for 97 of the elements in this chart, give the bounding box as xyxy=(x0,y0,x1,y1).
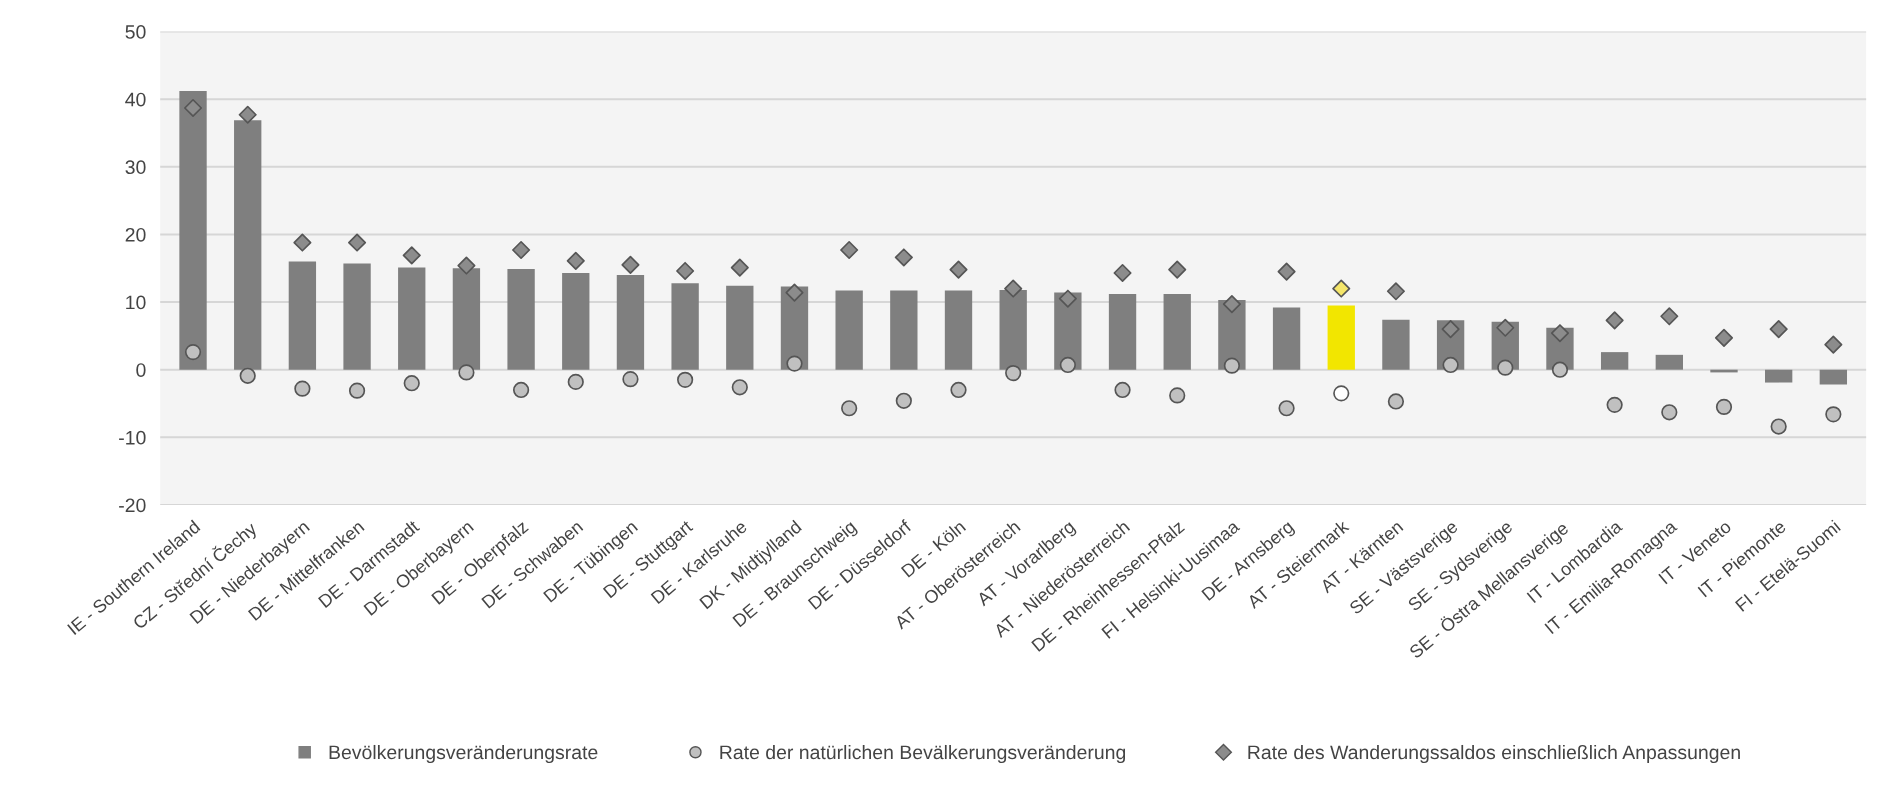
point xyxy=(949,260,968,279)
bar xyxy=(1600,352,1629,370)
point xyxy=(293,233,312,252)
bar xyxy=(890,290,918,370)
bar xyxy=(835,290,863,370)
bar xyxy=(944,290,973,370)
point xyxy=(1442,356,1459,374)
point xyxy=(1605,311,1624,330)
point xyxy=(239,367,256,384)
point xyxy=(567,373,584,390)
point xyxy=(730,258,749,277)
bar xyxy=(1272,307,1301,370)
point xyxy=(621,255,640,274)
point xyxy=(402,246,421,265)
point xyxy=(348,233,367,252)
point xyxy=(1387,393,1405,410)
bar xyxy=(288,261,317,370)
y-tick-label: 0 xyxy=(136,363,146,377)
y-tick-label: 10 xyxy=(126,295,146,310)
bar xyxy=(343,263,371,370)
point xyxy=(1661,404,1678,421)
y-tick-label: -10 xyxy=(119,430,146,445)
bar xyxy=(179,91,207,370)
bar xyxy=(726,285,754,370)
bar xyxy=(452,268,481,370)
bar xyxy=(616,275,645,370)
point xyxy=(566,251,585,270)
bar xyxy=(1655,354,1683,370)
point xyxy=(1497,359,1514,376)
point xyxy=(1660,307,1679,326)
bar xyxy=(1108,293,1137,370)
bar xyxy=(1382,319,1410,370)
y-tick-label: 20 xyxy=(125,227,146,242)
point xyxy=(1332,279,1351,298)
point xyxy=(894,248,913,267)
bar xyxy=(1327,305,1355,370)
point xyxy=(1441,320,1460,339)
legend-label: Bevölkerungsveränderungsrate xyxy=(329,744,598,764)
point xyxy=(1222,295,1241,314)
point xyxy=(622,371,639,388)
point xyxy=(183,98,203,118)
bar xyxy=(1819,369,1848,385)
legend-label: Rate des Wanderungssaldos einschließlich Anpassungen xyxy=(1248,744,1740,764)
point xyxy=(786,355,803,372)
bar xyxy=(1765,369,1793,383)
bar xyxy=(234,120,262,370)
point xyxy=(1606,396,1623,413)
point xyxy=(1714,328,1734,347)
bar xyxy=(507,268,535,370)
point xyxy=(1825,406,1842,423)
point xyxy=(1168,260,1187,279)
point xyxy=(1114,381,1131,399)
point xyxy=(238,105,257,124)
bar xyxy=(398,267,426,370)
point xyxy=(1769,320,1788,339)
y-tick-label: 40 xyxy=(125,92,146,107)
point xyxy=(950,381,967,399)
point xyxy=(458,364,475,381)
point xyxy=(1770,418,1787,435)
point xyxy=(403,375,420,392)
point xyxy=(785,283,804,302)
point xyxy=(677,371,694,388)
point xyxy=(1169,387,1186,404)
point xyxy=(1550,324,1570,343)
point xyxy=(676,261,695,281)
point xyxy=(731,379,748,396)
y-tick-label: 30 xyxy=(125,160,146,175)
point xyxy=(841,400,858,417)
point xyxy=(457,256,476,275)
point xyxy=(1113,263,1132,283)
bar xyxy=(999,289,1027,370)
point xyxy=(1277,262,1296,281)
bar xyxy=(562,272,590,370)
point xyxy=(1386,282,1405,301)
point xyxy=(840,240,859,260)
point xyxy=(184,344,202,361)
bar xyxy=(1163,293,1191,370)
legend-label: Rate der natürlichen Bevälkerungsveränderung xyxy=(720,744,1126,764)
point xyxy=(1715,398,1733,416)
point xyxy=(1059,356,1076,374)
point xyxy=(895,392,912,409)
bar xyxy=(671,283,699,370)
point xyxy=(512,240,531,260)
point xyxy=(1005,364,1022,382)
y-tick-label: -20 xyxy=(119,498,146,513)
point xyxy=(1278,400,1295,417)
point xyxy=(1223,357,1241,374)
point xyxy=(1004,279,1023,298)
point xyxy=(294,380,311,397)
y-tick-label: 50 xyxy=(125,25,146,39)
point xyxy=(512,381,530,399)
point xyxy=(1333,385,1350,402)
point xyxy=(1551,361,1569,378)
point xyxy=(1824,335,1843,354)
point xyxy=(348,382,366,399)
point xyxy=(1058,289,1077,308)
point xyxy=(1496,318,1515,337)
